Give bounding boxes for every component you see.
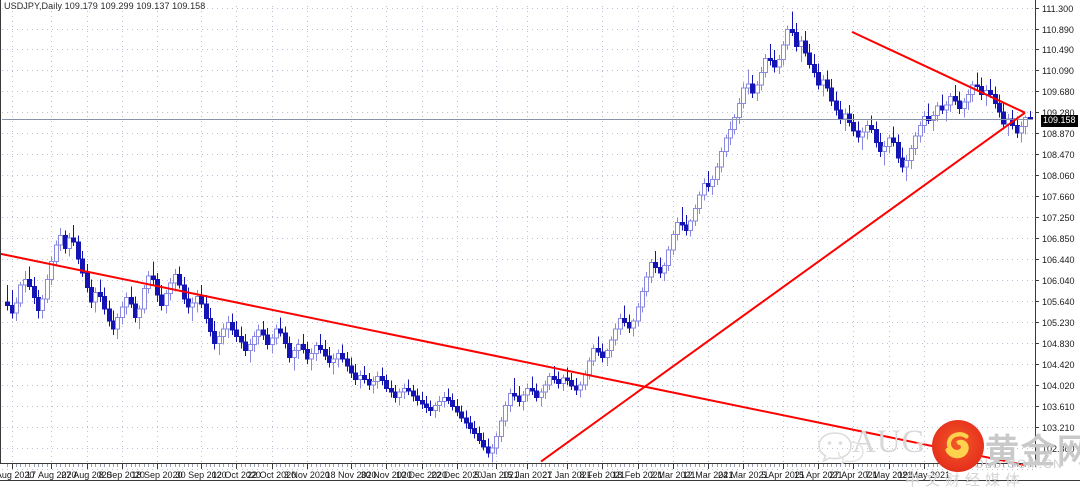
x-tick-label: 22 Dec 2020 (431, 470, 482, 480)
x-tick-label: 18 Nov 2020 (325, 470, 376, 480)
x-tick-label: 17 Aug 2020 (26, 470, 77, 480)
x-tick-label: 10 Dec 2020 (396, 470, 447, 480)
x-tick-label: 30 Nov 2020 (361, 470, 412, 480)
x-tick-label: 18 Feb 2021 (612, 470, 663, 480)
chart-title: USDJPY,Daily 109.179 109.299 109.137 109… (4, 1, 206, 11)
trendlines (0, 30, 1026, 467)
x-tick-label: 8 Sep 2020 (99, 470, 145, 480)
x-tick-label: 27 Apr 2021 (829, 470, 878, 480)
x-tick-label: 2 Mar 2021 (650, 470, 696, 480)
descending-resistance (851, 30, 1026, 114)
y-tick-label: 110.890 (1042, 25, 1074, 35)
x-tick-label: 30 Sep 2020 (176, 470, 227, 480)
y-tick-label: 110.490 (1042, 45, 1074, 55)
y-tick-label: 102.800 (1042, 444, 1075, 454)
y-tick-label: 108.060 (1042, 171, 1075, 181)
major-downtrend (0, 252, 1026, 467)
x-tick-label: 12 Mar 2021 (683, 470, 734, 480)
x-tick-label: 18 Sep 2020 (132, 470, 183, 480)
candlestick-series (5, 11, 1033, 463)
x-tick-label: 8 Feb 2021 (579, 470, 625, 480)
y-tick-label: 106.440 (1042, 255, 1075, 265)
y-tick-label: 104.020 (1042, 381, 1075, 391)
x-tick-label: 7 May 2021 (865, 470, 912, 480)
y-tick-label: 108.470 (1042, 150, 1075, 160)
y-axis-labels: 111.300 110.890 110.490 110.090 109.680 109.2… (1035, 4, 1075, 454)
y-tick-label: 106.850 (1042, 234, 1075, 244)
current-price-tag: 109.158 (1041, 114, 1078, 127)
y-tick-label: 111.300 (1042, 4, 1073, 14)
x-tick-label: 19 May 2021 (898, 470, 950, 480)
x-tick-label: 27 Jan 2021 (542, 470, 592, 480)
y-tick-label: 107.250 (1042, 213, 1075, 223)
x-tick-label: 15 Apr 2021 (794, 470, 843, 480)
y-tick-label: 105.230 (1042, 318, 1075, 328)
y-tick-label: 110.090 (1042, 66, 1074, 76)
y-tick-label: 104.420 (1042, 360, 1075, 370)
x-tick-label: 27 Aug 2020 (61, 470, 112, 480)
y-tick-label: 104.830 (1042, 339, 1075, 349)
ascending-support (540, 111, 1026, 463)
x-tick-label: 5 Aug 2020 (0, 470, 34, 480)
y-tick-label: 109.280 (1042, 108, 1075, 118)
x-tick-label: 15 Jan 2021 (503, 470, 553, 480)
x-tick-label: 12 Oct 2020 (212, 470, 261, 480)
y-tick-label: 103.210 (1042, 423, 1075, 433)
y-tick-label: 107.660 (1042, 192, 1075, 202)
y-tick-label: 105.640 (1042, 297, 1075, 307)
x-tick-label: 24 Mar 2021 (718, 470, 769, 480)
x-tick-label: 22 Oct 2020 (247, 470, 296, 480)
y-tick-label: 103.610 (1042, 402, 1075, 412)
x-tick-label: 5 Jan 2021 (474, 470, 519, 480)
y-tick-label: 108.870 (1042, 129, 1075, 139)
y-tick-label: 109.680 (1042, 87, 1075, 97)
y-tick-label: 106.040 (1042, 276, 1075, 286)
x-tick-label: 3 Nov 2020 (284, 470, 330, 480)
x-tick-label: 5 Apr 2021 (761, 470, 805, 480)
